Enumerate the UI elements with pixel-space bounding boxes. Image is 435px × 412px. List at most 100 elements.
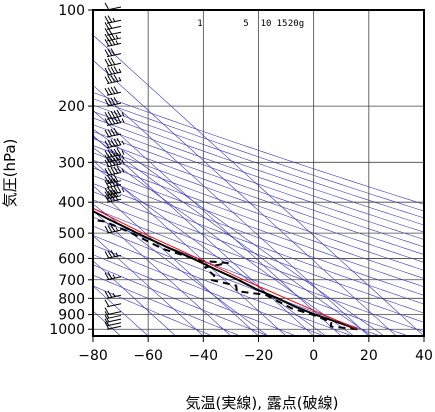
temperature-line [93, 210, 358, 331]
x-axis-title: 気温(実線), 露点(破線) [186, 394, 339, 412]
wind-barb-half-flag [121, 155, 125, 160]
wind-barb-half-flag [121, 159, 125, 165]
dry-adiabat-line [93, 191, 424, 314]
wind-barb-flag [116, 165, 122, 174]
dry-adiabat-line [93, 264, 269, 336]
wind-barb-flag [107, 48, 113, 57]
wind-barb [104, 299, 122, 308]
wind-barb-flag [104, 140, 110, 148]
wind-barb-staff [106, 25, 122, 30]
dry-adiabat-line [93, 152, 424, 271]
wind-barb-flag [116, 152, 122, 161]
dry-adiabat-line [93, 175, 424, 296]
dry-adiabat-line [93, 117, 424, 233]
wind-barb [104, 185, 125, 196]
wind-barb-staff [106, 311, 122, 316]
y-tick-label: 600 [58, 251, 85, 267]
wind-barb-staff [106, 195, 122, 200]
wind-barb-flag [113, 166, 119, 174]
wind-barb-staff [106, 158, 122, 163]
wind-barb-flag [110, 153, 116, 162]
wind-barb-flag [107, 154, 113, 162]
wind-barb-flag [104, 49, 110, 57]
wind-barb-half-flag [112, 274, 116, 279]
wind-barb-half-flag [121, 187, 125, 193]
dry-adiabat-line [93, 167, 424, 288]
wind-barb-half-flag [115, 227, 119, 232]
wind-barb-staff [106, 276, 122, 281]
isotherm-line [93, 59, 397, 336]
wind-barb-flag [113, 148, 119, 157]
wind-barb-staff [106, 191, 122, 196]
wind-barb-half-flag [112, 17, 116, 23]
wind-barb-flag [104, 88, 110, 96]
wind-barb [104, 57, 122, 67]
wind-barb-flag [107, 111, 113, 119]
wind-barb-flag [104, 129, 110, 138]
wind-barb-staff [106, 322, 122, 327]
guide-lines [93, 34, 424, 336]
mixing-ratio-label: 5 [243, 19, 248, 29]
wind-barb-staff [106, 102, 122, 107]
dry-adiabat-line [93, 285, 213, 336]
wind-barb [104, 86, 122, 96]
wind-barb-flag [107, 58, 113, 66]
mixing-ratio-line [93, 203, 269, 336]
grid-lines [93, 10, 424, 336]
wind-barb-flag [104, 22, 110, 30]
dry-adiabat-line [93, 225, 381, 336]
isotherm-line [93, 34, 424, 336]
wind-barb-flag [107, 75, 113, 84]
wind-barb-flag [104, 225, 110, 234]
wind-barb [104, 15, 122, 24]
wind-barb-flag [113, 174, 119, 183]
isotherm-line [93, 210, 232, 336]
wind-barb-half-flag [115, 34, 119, 40]
wind-barb-flag [116, 157, 122, 165]
wind-barb-staff [106, 294, 122, 299]
wind-barb-flag [116, 185, 122, 193]
isotherm-line [93, 185, 259, 336]
isotherm-line [93, 109, 342, 336]
wind-barb-flag [107, 149, 113, 158]
wind-barb-flag [104, 155, 110, 163]
wind-barb-flag [107, 139, 113, 148]
wind-barb-flag [104, 187, 110, 196]
x-tick-label: 40 [415, 348, 433, 364]
x-tick-label: −80 [78, 348, 108, 364]
wind-barb-flag [104, 180, 110, 188]
x-tick-label: −20 [244, 348, 274, 364]
wind-barb [104, 2, 122, 11]
y-tick-label: 900 [58, 308, 85, 324]
dry-adiabat-line [93, 199, 424, 323]
x-tick-label: −60 [133, 348, 163, 364]
wind-barb-flag [107, 187, 113, 195]
x-tick-label: 0 [309, 348, 318, 364]
wind-barb-flag [104, 2, 110, 11]
wind-barb-staff [106, 172, 122, 177]
dry-adiabat-line [93, 138, 424, 255]
wind-barb-flag [107, 159, 113, 167]
wind-barb-flag [104, 150, 110, 158]
mixing-ratio-label: 20g [288, 19, 304, 29]
wind-barb-flag [104, 159, 110, 168]
mixing-ratio-label: 15 [277, 19, 288, 29]
wind-barb-flag [110, 66, 116, 75]
mixing-ratio-line [93, 147, 355, 336]
wind-barb-flag [110, 48, 116, 56]
wind-barb-staff [106, 154, 122, 159]
wind-barb-flag [107, 271, 113, 280]
wind-barb-staff [106, 229, 122, 234]
wind-barb [104, 271, 122, 281]
wind-barb-flag [110, 139, 116, 147]
wind-barb-flag [113, 138, 119, 147]
wind-barb-flag [104, 272, 110, 281]
wind-barb-flag [110, 110, 116, 119]
wind-barb-flag [104, 76, 110, 84]
isotherm-line [93, 134, 314, 336]
wind-barb-staff [106, 144, 122, 149]
mixing-ratio-label: 1 [197, 19, 202, 29]
wind-barb [104, 290, 122, 299]
wind-barb-flag [104, 98, 110, 107]
